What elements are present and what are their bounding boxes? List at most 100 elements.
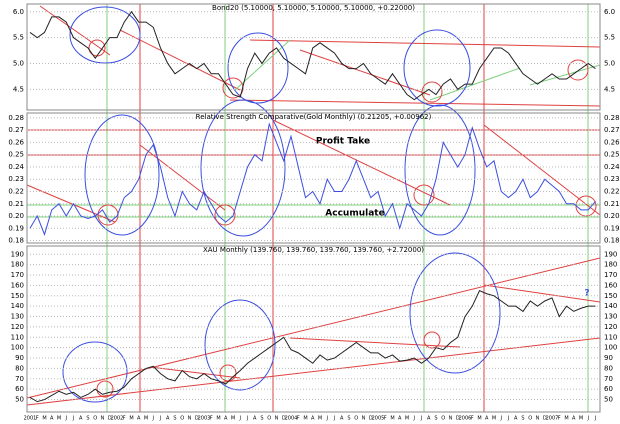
x-tick-label: D xyxy=(456,416,460,422)
x-tick-label: M xyxy=(579,416,583,422)
x-tick-label: M xyxy=(144,416,148,422)
y-tick-label: 50 xyxy=(15,396,24,404)
x-tick-label: 2006 xyxy=(459,416,472,422)
y-tick-label: 0.23 xyxy=(8,175,24,183)
x-tick-label: J xyxy=(594,416,596,422)
y-tick-label: 60 xyxy=(15,385,24,393)
x-tick-label: M xyxy=(231,416,235,422)
x-tick-label: A xyxy=(137,416,141,422)
x-tick-label: A xyxy=(427,416,431,422)
x-tick-label: A xyxy=(572,416,576,422)
x-tick-label: M xyxy=(390,416,394,422)
y-tick-label: 0.22 xyxy=(8,187,24,195)
x-tick-label: M xyxy=(129,416,133,422)
y-tick-label-right: 0.19 xyxy=(604,224,620,232)
y-tick-label: 0.20 xyxy=(8,212,24,220)
x-tick-label: O xyxy=(267,416,271,422)
y-tick-label-right: 120 xyxy=(604,323,617,331)
x-tick-label: S xyxy=(173,416,176,422)
y-tick-label: 0.27 xyxy=(8,126,24,134)
y-tick-label-right: 190 xyxy=(604,250,617,258)
x-tick-label: N xyxy=(101,416,105,422)
y-tick-label-right: 70 xyxy=(604,375,613,383)
y-tick-label-right: 100 xyxy=(604,344,617,352)
x-tick-label: D xyxy=(195,416,199,422)
x-tick-label: F xyxy=(297,416,300,422)
y-tick-label-right: 0.18 xyxy=(604,237,620,245)
x-tick-label: A xyxy=(166,416,170,422)
x-tick-label: A xyxy=(79,416,83,422)
y-tick-label: 190 xyxy=(11,250,24,258)
data-line xyxy=(29,289,596,403)
y-tick-label: 170 xyxy=(11,271,24,279)
y-tick-label-right: 0.23 xyxy=(604,175,620,183)
x-tick-label: M xyxy=(303,416,307,422)
y-tick-label: 130 xyxy=(11,313,24,321)
y-tick-label-right: 0.24 xyxy=(604,163,620,171)
x-tick-label: M xyxy=(564,416,568,422)
annotation: Accumulate xyxy=(325,209,384,219)
y-tick-label-right: 150 xyxy=(604,292,617,300)
x-tick-label: N xyxy=(188,416,192,422)
y-tick-label: 0.18 xyxy=(8,237,24,245)
y-tick-label-right: 0.25 xyxy=(604,151,620,159)
x-tick-label: J xyxy=(152,416,154,422)
y-tick-label-right: 110 xyxy=(604,333,617,341)
x-tick-label: J xyxy=(159,416,161,422)
x-tick-label: 2001 xyxy=(24,416,37,422)
annotation: ? xyxy=(584,289,589,299)
x-tick-label: M xyxy=(42,416,46,422)
panel-title: XAU Monthly (139.760, 139.760, 139.760, … xyxy=(203,246,424,254)
x-tick-label: J xyxy=(333,416,335,422)
x-tick-label: A xyxy=(398,416,402,422)
x-tick-label: M xyxy=(318,416,322,422)
y-tick-label-right: 0.28 xyxy=(604,114,620,122)
x-tick-label: O xyxy=(93,416,97,422)
panel-title: Relative Strength Comparative(Gold Month… xyxy=(196,113,432,121)
x-tick-label: N xyxy=(362,416,366,422)
x-tick-label: F xyxy=(36,416,39,422)
y-tick-label-right: 170 xyxy=(604,271,617,279)
decorations xyxy=(26,4,601,412)
y-tick-label-right: 0.20 xyxy=(604,212,620,220)
x-tick-label: J xyxy=(587,416,589,422)
y-tick-label: 80 xyxy=(15,364,24,372)
x-tick-label: 2002 xyxy=(111,416,124,422)
x-tick-label: 2004 xyxy=(285,416,298,422)
x-tick-label: A xyxy=(340,416,344,422)
x-tick-label: J xyxy=(326,416,328,422)
y-tick-label: 160 xyxy=(11,281,24,289)
x-tick-label: F xyxy=(123,416,126,422)
x-tick-label: A xyxy=(514,416,518,422)
x-tick-label: J xyxy=(507,416,509,422)
x-tick-label: F xyxy=(558,416,561,422)
x-tick-label: J xyxy=(420,416,422,422)
panel-frame xyxy=(26,3,601,111)
y-tick-label-right: 60 xyxy=(604,385,613,393)
y-tick-label: 120 xyxy=(11,323,24,331)
y-tick-label: 180 xyxy=(11,261,24,269)
x-tick-label: J xyxy=(239,416,241,422)
y-tick-label: 140 xyxy=(11,302,24,310)
y-tick-label: 0.24 xyxy=(8,163,24,171)
y-tick-label-right: 5.5 xyxy=(604,34,615,42)
y-tick-label: 0.28 xyxy=(8,114,24,122)
x-tick-label: M xyxy=(492,416,496,422)
y-tick-label-right: 0.21 xyxy=(604,200,620,208)
x-tick-label: S xyxy=(347,416,350,422)
data-line xyxy=(29,10,596,101)
y-tick-label: 5.5 xyxy=(13,34,24,42)
y-tick-label: 4.5 xyxy=(13,85,24,93)
y-tick-label-right: 5.0 xyxy=(604,59,615,67)
x-tick-label: F xyxy=(384,416,387,422)
x-tick-label: A xyxy=(224,416,228,422)
x-tick-label: D xyxy=(282,416,286,422)
y-tick-label-right: 160 xyxy=(604,281,617,289)
x-tick-label: A xyxy=(50,416,54,422)
y-tick-label: 90 xyxy=(15,354,24,362)
y-tick-label: 0.26 xyxy=(8,138,24,146)
x-tick-label: F xyxy=(471,416,474,422)
y-tick-label-right: 0.26 xyxy=(604,138,620,146)
x-tick-label: D xyxy=(543,416,547,422)
x-tick-label: S xyxy=(434,416,437,422)
